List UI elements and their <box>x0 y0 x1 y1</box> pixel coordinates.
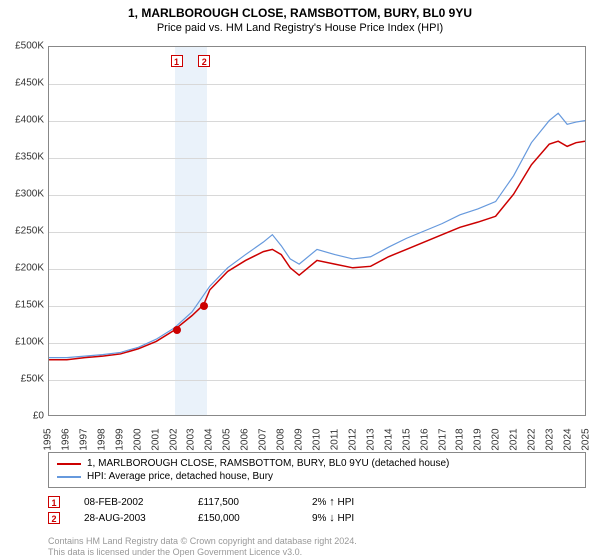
xtick-label: 2010 <box>312 428 323 450</box>
xtick-label: 2000 <box>132 428 143 450</box>
sale-diff: 2% ↑ HPI <box>312 496 402 508</box>
xtick-label: 2023 <box>545 428 556 450</box>
sales-table: 1 08-FEB-2002 £117,500 2% ↑ HPI 2 28-AUG-2003… <box>48 494 586 526</box>
xtick-label: 2025 <box>581 428 592 450</box>
sale-price: £150,000 <box>198 513 288 524</box>
sale-date: 28-AUG-2003 <box>84 513 174 524</box>
sale-diff: 9% ↓ HPI <box>312 512 402 524</box>
footer-attribution: Contains HM Land Registry data © Crown c… <box>48 536 586 558</box>
ytick-label: £300K <box>15 189 44 200</box>
ytick-label: £50K <box>21 374 44 385</box>
plot-area: 12 <box>48 46 586 416</box>
xtick-label: 2022 <box>527 428 538 450</box>
chart-title: 1, MARLBOROUGH CLOSE, RAMSBOTTOM, BURY, … <box>0 0 600 20</box>
marker-2: 2 <box>198 55 210 67</box>
xtick-label: 2003 <box>186 428 197 450</box>
footer-line2: This data is licensed under the Open Gov… <box>48 547 586 558</box>
legend: 1, MARLBOROUGH CLOSE, RAMSBOTTOM, BURY, … <box>48 452 586 488</box>
xtick-label: 2004 <box>204 428 215 450</box>
marker-1: 1 <box>171 55 183 67</box>
legend-row: HPI: Average price, detached house, Bury <box>57 470 577 483</box>
xtick-label: 2024 <box>563 428 574 450</box>
xtick-label: 2009 <box>294 428 305 450</box>
xtick-label: 1999 <box>114 428 125 450</box>
series-property <box>49 141 585 360</box>
xtick-label: 2005 <box>222 428 233 450</box>
sale-row: 2 28-AUG-2003 £150,000 9% ↓ HPI <box>48 510 586 526</box>
series-hpi <box>49 113 585 357</box>
xtick-label: 2015 <box>401 428 412 450</box>
xtick-label: 1996 <box>60 428 71 450</box>
ytick-label: £0 <box>33 411 44 422</box>
xtick-label: 2013 <box>365 428 376 450</box>
footer-line1: Contains HM Land Registry data © Crown c… <box>48 536 586 547</box>
legend-label: HPI: Average price, detached house, Bury <box>87 471 273 482</box>
chart-subtitle: Price paid vs. HM Land Registry's House … <box>0 20 600 38</box>
xtick-label: 2020 <box>491 428 502 450</box>
xtick-label: 2019 <box>473 428 484 450</box>
xtick-label: 1998 <box>96 428 107 450</box>
sale-point <box>200 302 208 310</box>
sale-price: £117,500 <box>198 497 288 508</box>
xtick-label: 2006 <box>240 428 251 450</box>
xtick-label: 2011 <box>329 429 340 451</box>
ytick-label: £400K <box>15 115 44 126</box>
chart-container: 1, MARLBOROUGH CLOSE, RAMSBOTTOM, BURY, … <box>0 0 600 560</box>
xtick-label: 2021 <box>509 428 520 450</box>
sale-point <box>173 326 181 334</box>
ytick-label: £100K <box>15 337 44 348</box>
line-plot <box>49 47 585 415</box>
xtick-label: 2001 <box>150 428 161 450</box>
xtick-label: 2007 <box>258 428 269 450</box>
xtick-label: 2008 <box>276 428 287 450</box>
legend-swatch <box>57 476 81 478</box>
ytick-label: £500K <box>15 41 44 52</box>
xtick-label: 1995 <box>43 428 54 450</box>
xtick-label: 2018 <box>455 428 466 450</box>
xtick-label: 1997 <box>78 428 89 450</box>
sale-marker: 2 <box>48 512 60 524</box>
sale-marker: 1 <box>48 496 60 508</box>
legend-swatch <box>57 463 81 465</box>
legend-label: 1, MARLBOROUGH CLOSE, RAMSBOTTOM, BURY, … <box>87 458 449 469</box>
ytick-label: £450K <box>15 78 44 89</box>
ytick-label: £250K <box>15 226 44 237</box>
sale-date: 08-FEB-2002 <box>84 497 174 508</box>
xtick-label: 2017 <box>437 428 448 450</box>
sale-row: 1 08-FEB-2002 £117,500 2% ↑ HPI <box>48 494 586 510</box>
xtick-label: 2012 <box>347 428 358 450</box>
ytick-label: £350K <box>15 152 44 163</box>
xtick-label: 2014 <box>383 428 394 450</box>
legend-row: 1, MARLBOROUGH CLOSE, RAMSBOTTOM, BURY, … <box>57 457 577 470</box>
xtick-label: 2002 <box>168 428 179 450</box>
ytick-label: £150K <box>15 300 44 311</box>
xtick-label: 2016 <box>419 428 430 450</box>
ytick-label: £200K <box>15 263 44 274</box>
